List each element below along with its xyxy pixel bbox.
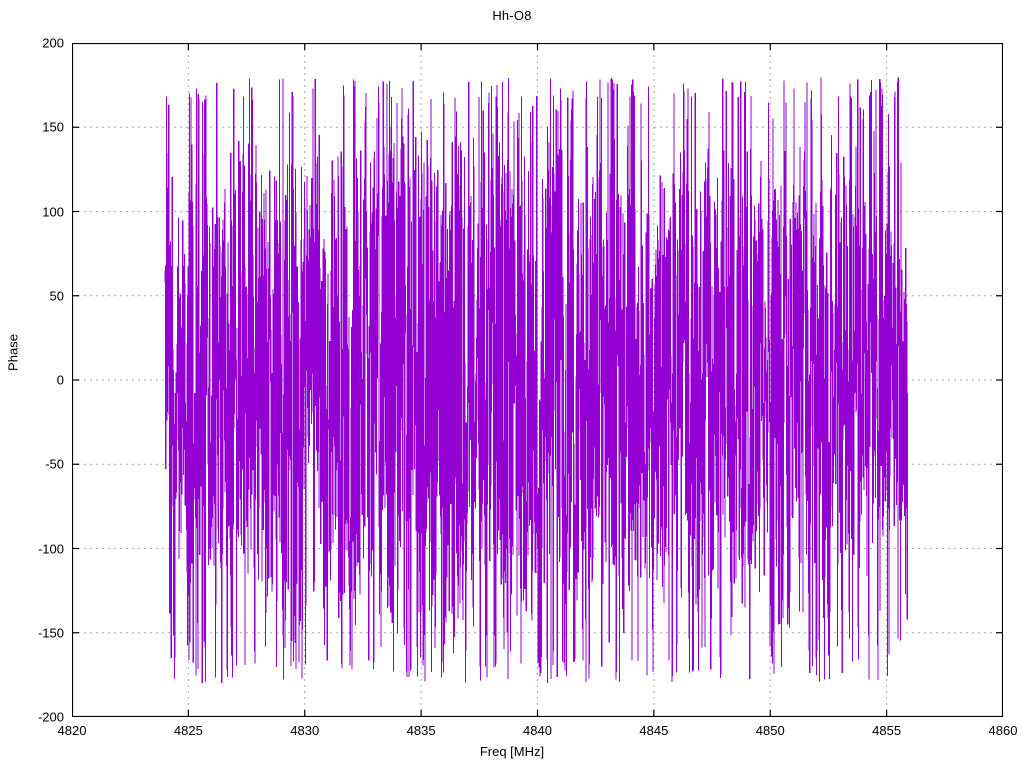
phase-trace (164, 77, 909, 684)
plot-border (72, 43, 1003, 717)
x-tick-label: 4845 (639, 723, 669, 738)
y-tick-label: -150 (37, 625, 64, 641)
x-tick-label: 4820 (57, 723, 87, 738)
chart-title: Hh-O8 (492, 8, 532, 23)
x-axis-tick-labels: 4820 4825 4830 4835 4840 4845 4850 4855 4860 (0, 723, 1024, 743)
y-tick-label: -50 (45, 456, 64, 472)
x-tick-label: 4835 (406, 723, 436, 738)
y-tick-label: -200 (37, 709, 64, 725)
y-tick-label: 100 (42, 204, 64, 219)
plot-area (72, 43, 1003, 717)
plot-canvas (72, 43, 1003, 717)
y-tick-label: 150 (42, 119, 64, 135)
x-axis-label: Freq [MHz] (479, 744, 545, 759)
y-tick-label: -100 (37, 541, 64, 556)
x-tick-label: 4855 (872, 723, 902, 738)
x-tick-label: 4850 (755, 723, 785, 738)
y-axis-tick-labels: -200 -150 -100 -50 0 50 100 150 200 (0, 36, 64, 725)
x-tick-label: 4860 (988, 723, 1018, 738)
data-series-hh-o8 (164, 77, 909, 684)
x-tick-label: 4830 (290, 723, 320, 738)
x-tick-label: 4840 (523, 723, 552, 738)
x-tick-label: 4825 (173, 723, 203, 738)
tick-marks (72, 43, 1003, 717)
y-tick-label: 50 (49, 288, 64, 304)
y-tick-label: 200 (42, 35, 64, 51)
y-tick-label: 0 (56, 372, 64, 388)
